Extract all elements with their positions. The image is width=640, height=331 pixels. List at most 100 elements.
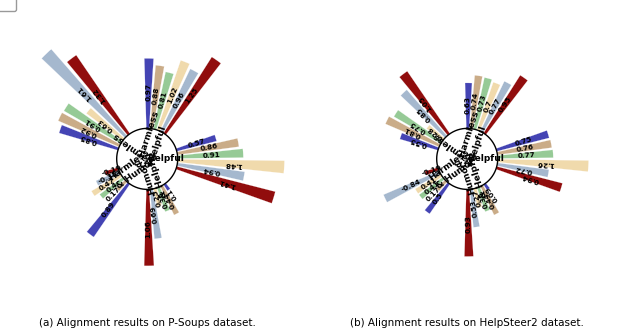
Text: 0.94: 0.94 [521, 173, 540, 184]
Text: & Harmless
Helpful: & Harmless Helpful [454, 111, 491, 172]
Text: 0.41: 0.41 [423, 180, 440, 196]
Text: 0.77: 0.77 [488, 97, 502, 116]
Bar [481, 185, 499, 215]
Text: 1.26: 1.26 [536, 160, 554, 167]
Bar [100, 177, 125, 199]
Text: 1.02: 1.02 [166, 85, 179, 104]
Bar [484, 183, 490, 190]
Bar [154, 188, 161, 206]
Bar [144, 189, 154, 266]
Text: Harmless
& Humor: Harmless & Humor [428, 148, 477, 192]
Bar [419, 177, 445, 199]
Text: 0.93: 0.93 [465, 215, 472, 233]
Text: Harmless: Harmless [431, 130, 474, 166]
Bar [481, 81, 511, 133]
Bar [465, 189, 474, 257]
Bar [177, 163, 244, 181]
Bar [164, 183, 170, 191]
Bar [86, 108, 125, 141]
Bar [58, 113, 120, 147]
Bar [150, 65, 164, 129]
Bar [401, 90, 447, 138]
Text: 0.73: 0.73 [477, 94, 487, 112]
Bar [41, 48, 127, 138]
Text: 0.81: 0.81 [157, 91, 168, 109]
Bar [157, 60, 189, 131]
Bar [176, 166, 275, 203]
Bar [427, 125, 445, 141]
Text: 0.53: 0.53 [470, 200, 478, 218]
Bar [67, 55, 130, 135]
Text: 0.72: 0.72 [515, 165, 533, 173]
Text: 0.44: 0.44 [483, 191, 496, 210]
Text: 0.17: 0.17 [426, 185, 442, 202]
Text: 0.55: 0.55 [410, 136, 428, 148]
Text: 0.85: 0.85 [415, 105, 433, 122]
Bar [177, 159, 284, 173]
Text: 0.35: 0.35 [157, 190, 169, 209]
Text: 0.17: 0.17 [106, 185, 122, 202]
Text: 1.41: 1.41 [218, 178, 236, 189]
Text: 1.32: 1.32 [92, 86, 107, 104]
Text: 0.92: 0.92 [79, 124, 98, 137]
Text: 1.61: 1.61 [76, 85, 93, 102]
Text: 0.88: 0.88 [152, 87, 160, 105]
Text: -0.84: -0.84 [401, 179, 422, 193]
Text: 0.63: 0.63 [465, 96, 471, 114]
Bar [150, 189, 162, 239]
Bar [161, 185, 179, 215]
Bar [484, 75, 528, 135]
Bar [497, 163, 549, 177]
Bar [496, 130, 549, 151]
Text: 1.06: 1.06 [145, 220, 152, 238]
Bar [497, 140, 552, 155]
Text: 0.09: 0.09 [484, 185, 499, 203]
Text: 0.41: 0.41 [419, 176, 438, 191]
Bar [157, 187, 170, 212]
Text: (a) Alignment results on P-Soups dataset.: (a) Alignment results on P-Soups dataset… [39, 318, 255, 328]
Bar [465, 83, 472, 128]
Text: 1.25: 1.25 [184, 86, 199, 105]
Text: 0.91: 0.91 [84, 117, 102, 131]
Text: 0.77: 0.77 [518, 152, 536, 159]
Bar [400, 133, 439, 150]
Bar [415, 174, 442, 194]
Bar [116, 180, 127, 191]
Bar [470, 189, 479, 227]
Bar [145, 58, 154, 128]
Text: 0.75: 0.75 [409, 120, 427, 135]
Text: Harmless
& Humor: Harmless & Humor [108, 148, 157, 192]
Bar [496, 166, 563, 192]
Text: 0.5: 0.5 [431, 191, 444, 205]
Text: 0.89: 0.89 [101, 201, 116, 219]
Text: 0.76: 0.76 [516, 144, 534, 153]
Text: Helpful: Helpful [467, 154, 504, 164]
Bar [425, 167, 439, 175]
Legend: Base, Reward Soups, RiC, MetaAligner, MOD, PAD (Ours): Base, Reward Soups, RiC, MetaAligner, MO… [0, 0, 15, 11]
Text: 0.25: 0.25 [152, 188, 163, 207]
Bar [474, 77, 492, 130]
Text: 0.95: 0.95 [497, 96, 513, 114]
Text: 0.44: 0.44 [163, 191, 176, 210]
Bar [470, 75, 483, 129]
Text: 0.75: 0.75 [514, 136, 532, 147]
Text: -0.35: -0.35 [97, 171, 118, 185]
Text: 0.69: 0.69 [150, 206, 159, 224]
Text: 1.48: 1.48 [224, 161, 242, 167]
Text: 1.05: 1.05 [417, 94, 433, 112]
Text: Humor
& Helpful: Humor & Helpful [136, 151, 170, 202]
Bar [399, 71, 450, 135]
Bar [92, 174, 122, 196]
Text: 0.35: 0.35 [477, 190, 489, 209]
Bar [87, 182, 130, 237]
Text: -0.19: -0.19 [420, 165, 442, 177]
Text: 0.74: 0.74 [471, 92, 479, 110]
Bar [154, 72, 173, 130]
Bar [64, 103, 122, 144]
Bar [497, 159, 589, 172]
Text: 0.96: 0.96 [172, 91, 186, 110]
Bar [176, 135, 216, 151]
Bar [394, 110, 442, 144]
Text: Helpful: Helpful [147, 154, 184, 164]
Text: 0.85: 0.85 [79, 133, 98, 144]
